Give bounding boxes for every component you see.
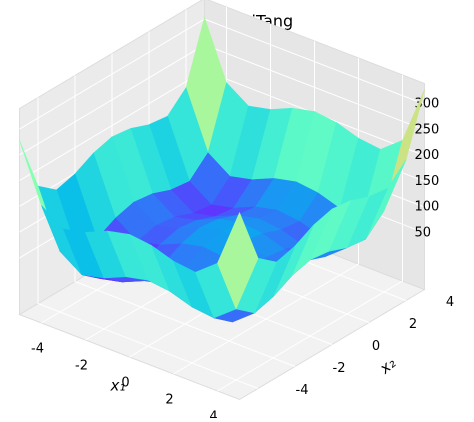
x-tick-label: -4 <box>31 342 44 357</box>
y-tick-label: 4 <box>446 295 454 310</box>
z-tick-label: 250 <box>415 122 440 137</box>
y-axis-label: x₂ <box>375 354 399 378</box>
z-tick-label: 200 <box>415 148 440 163</box>
y-tick-label: 2 <box>409 317 417 332</box>
x-tick-label: 4 <box>209 410 217 419</box>
x-tick-label: 2 <box>165 393 173 408</box>
grid-line <box>173 58 359 375</box>
grid-line <box>37 97 259 389</box>
x-axis-label: x₁ <box>110 377 126 395</box>
x-tick-label: -2 <box>75 359 88 374</box>
grid-line <box>74 75 296 367</box>
y-tick-label: -2 <box>333 361 346 376</box>
x-tick-label: 0 <box>121 376 129 391</box>
surface-patch <box>217 211 259 310</box>
z-tick-label: 50 <box>415 225 432 240</box>
z-tick-label: 100 <box>415 200 440 215</box>
y-tick-label: -4 <box>296 383 309 398</box>
y-tick-label: 0 <box>372 339 380 354</box>
z-tick-label: 150 <box>415 174 440 189</box>
